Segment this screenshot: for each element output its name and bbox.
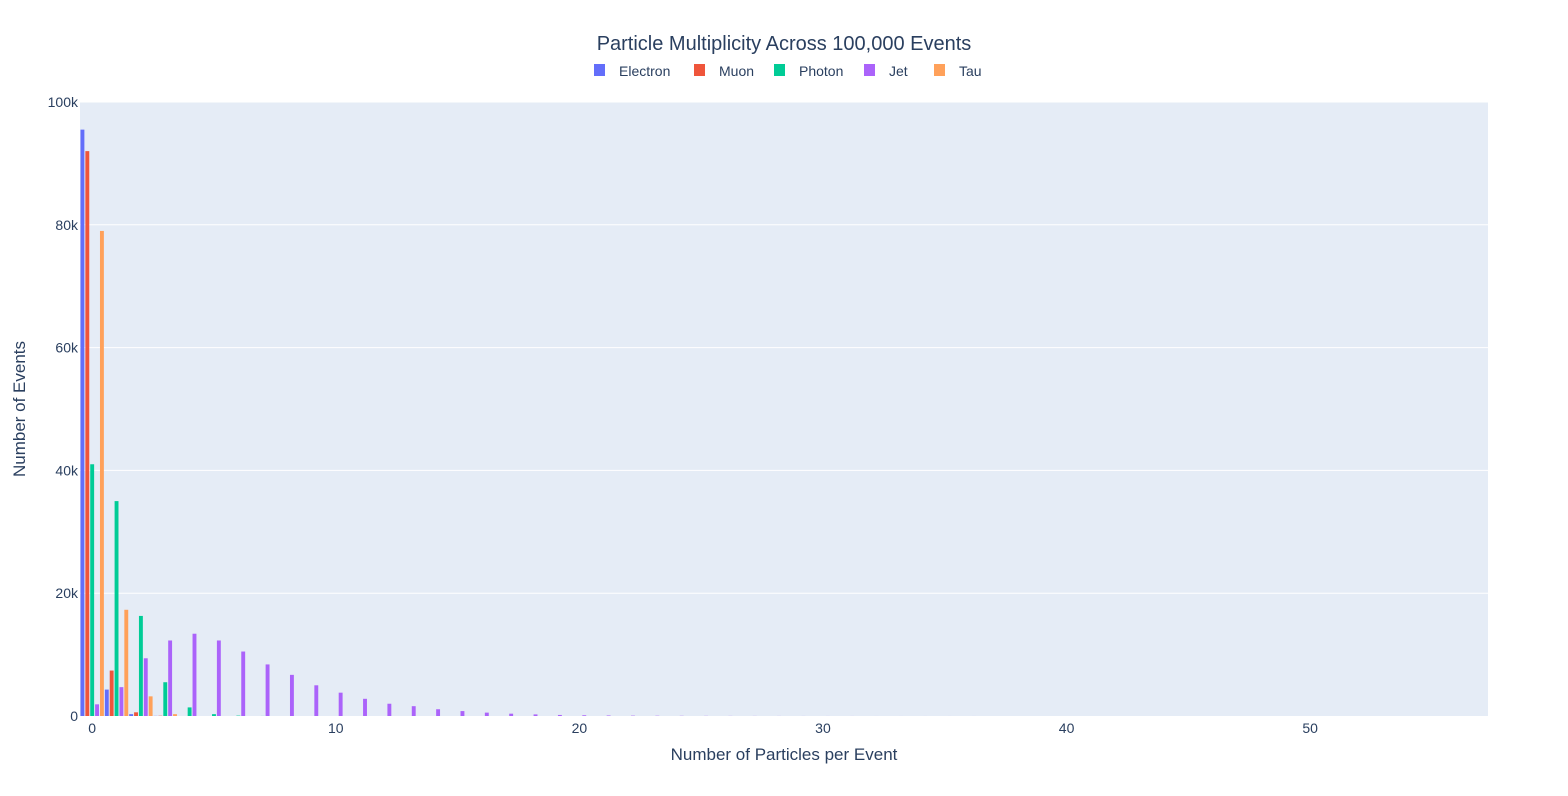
legend-label-electron: Electron [619,63,670,79]
x-tick-label: 20 [572,720,588,736]
bar-photon-5 [212,714,216,716]
bar-jet-4 [192,633,197,716]
chart-title: Particle Multiplicity Across 100,000 Eve… [597,33,972,55]
legend-swatch-jet [864,64,875,76]
bar-electron-1 [104,689,109,716]
x-tick-label: 50 [1302,720,1318,736]
legend: Electron Muon Photon Jet Tau [594,63,982,79]
y-tick-label: 60k [55,340,79,356]
y-tick-label: 100k [48,94,79,110]
bar-muon-0 [85,151,90,716]
bar-jet-10 [338,692,343,716]
legend-label-muon: Muon [719,63,754,79]
grid-lines [80,101,1488,594]
bar-photon-1 [114,501,119,716]
bar-jet-1 [119,687,124,716]
bar-jet-3 [168,640,173,716]
x-axis-ticks: 0 10 20 30 40 50 [88,720,1318,736]
bar-jet-18 [533,714,538,716]
bar-photon-3 [163,682,168,716]
bar-jet-20 [582,715,587,716]
bar-photon-4 [187,707,192,716]
legend-label-photon: Photon [799,63,843,79]
legend-label-jet: Jet [889,63,908,79]
bar-electron-0 [80,129,85,716]
y-tick-label: 0 [70,708,78,724]
bar-electron-2 [129,714,134,716]
bar-photon-2 [138,615,143,716]
plot-background [80,102,1488,716]
bar-jet-15 [460,711,465,716]
y-tick-label: 80k [55,217,79,233]
bar-jet-8 [289,674,294,716]
bar-tau-0 [99,230,104,716]
bar-jet-5 [216,640,221,716]
bar-jet-2 [143,658,148,716]
x-tick-label: 0 [88,720,96,736]
y-axis-title: Number of Events [10,341,29,477]
bar-jet-13 [411,706,416,716]
bars [80,129,1098,716]
bar-jet-11 [363,698,367,716]
bar-tau-3 [173,714,177,716]
bar-muon-1 [109,670,114,716]
bar-photon-0 [90,464,95,716]
bar-tau-1 [124,609,129,716]
bar-jet-7 [265,664,270,716]
legend-swatch-photon [774,64,785,76]
y-tick-label: 20k [55,585,79,601]
legend-swatch-electron [594,64,605,76]
bar-jet-16 [484,712,489,716]
bar-muon-2 [134,712,138,716]
x-tick-label: 10 [328,720,344,736]
bar-jet-19 [557,714,562,716]
bar-jet-0 [95,704,100,716]
bar-jet-14 [436,709,441,716]
legend-swatch-muon [694,64,705,76]
x-axis-title: Number of Particles per Event [671,745,898,764]
bar-jet-6 [241,651,246,716]
x-tick-label: 30 [815,720,831,736]
y-tick-label: 40k [55,462,79,478]
bar-jet-12 [387,703,392,716]
y-axis-ticks: 0 20k 40k 60k 80k 100k [48,94,79,724]
legend-swatch-tau [934,64,945,76]
bar-tau-2 [148,696,153,716]
bar-jet-9 [314,685,319,716]
bar-jet-17 [509,713,514,716]
legend-label-tau: Tau [959,63,982,79]
x-tick-label: 40 [1059,720,1075,736]
